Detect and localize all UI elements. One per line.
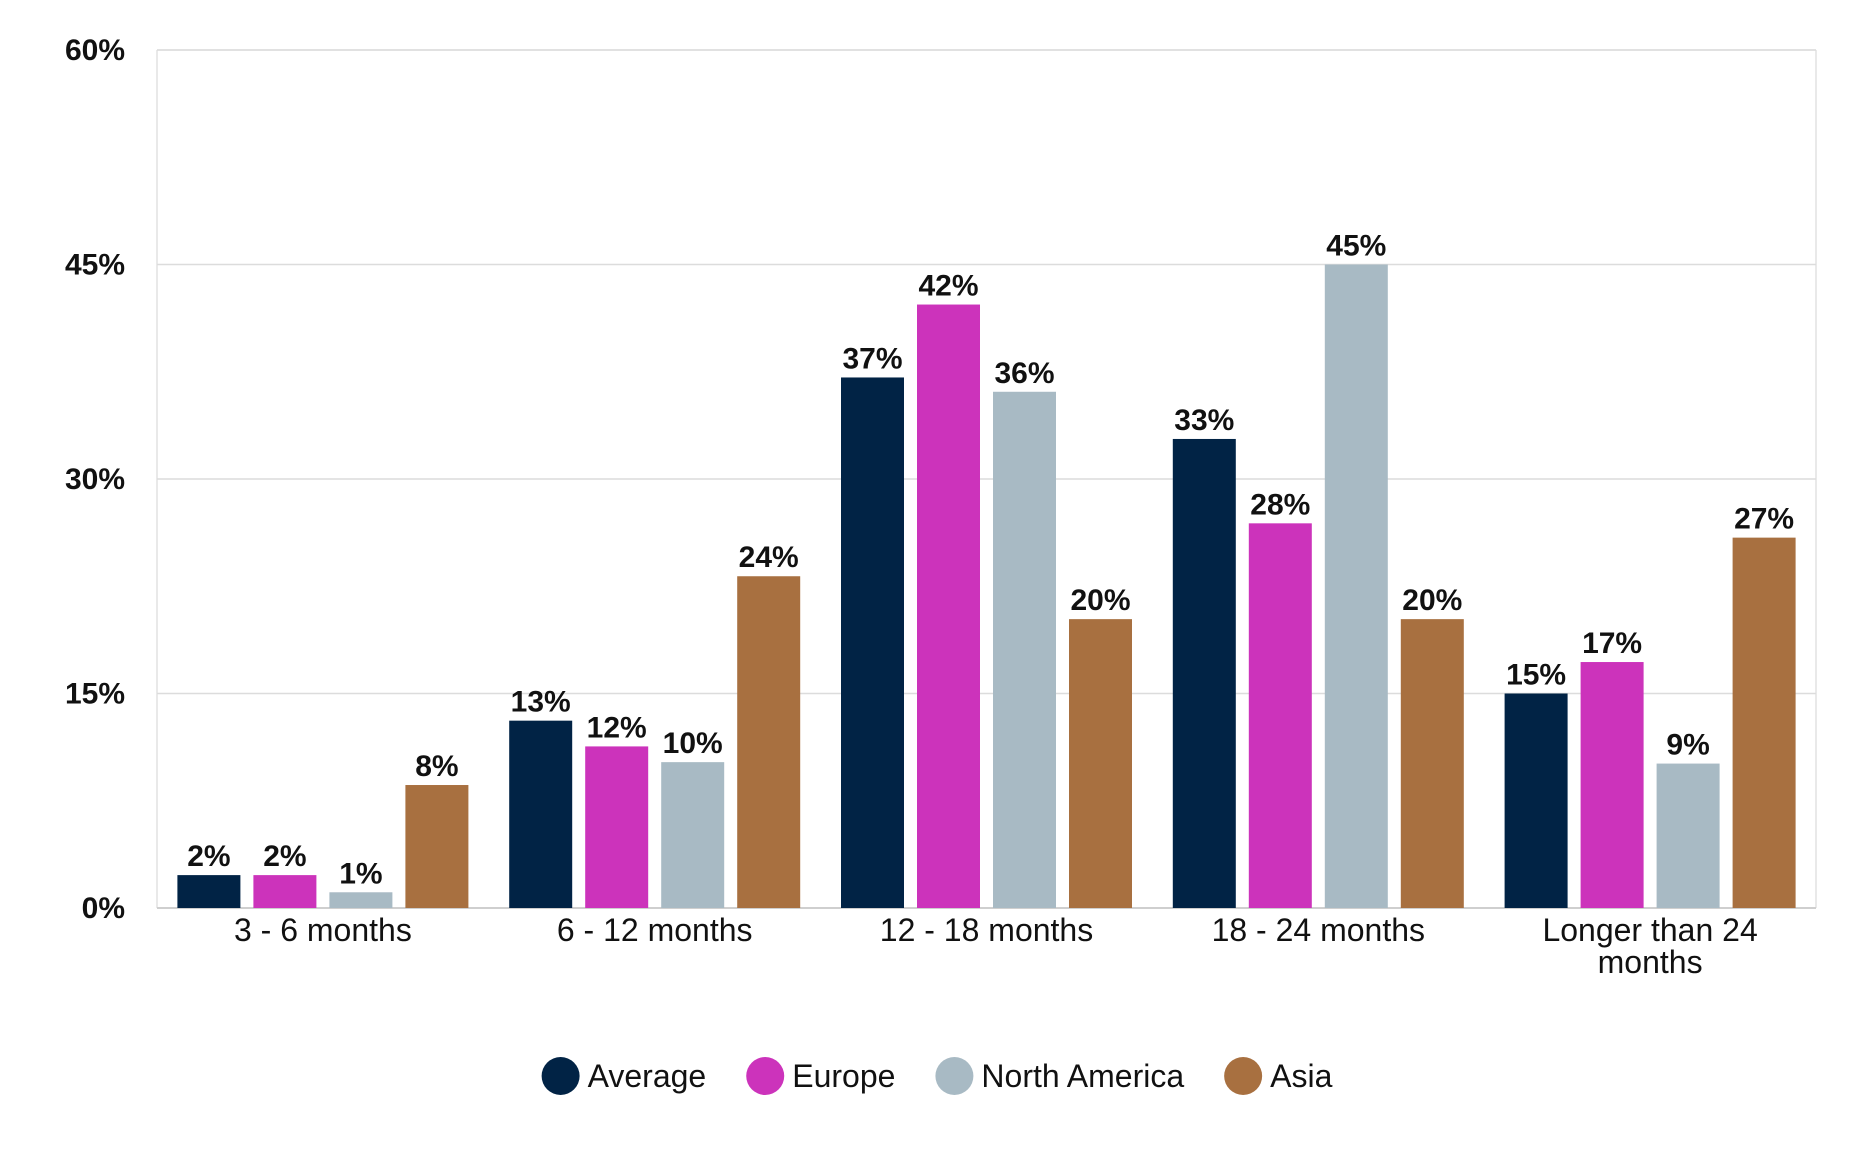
data-label: 36% bbox=[994, 357, 1054, 390]
bar-europe bbox=[1248, 523, 1312, 908]
data-label: 8% bbox=[415, 750, 458, 783]
bar-north-america bbox=[661, 762, 725, 908]
bar-asia bbox=[1069, 619, 1132, 908]
data-label: 33% bbox=[1174, 404, 1234, 437]
data-label: 27% bbox=[1734, 503, 1794, 536]
data-label: 9% bbox=[1666, 729, 1709, 762]
y-tick-label: 60% bbox=[65, 34, 125, 67]
bar-average bbox=[841, 377, 904, 909]
bar-average bbox=[1504, 693, 1568, 908]
legend-swatch-asia bbox=[1224, 1057, 1263, 1095]
data-label: 15% bbox=[1506, 659, 1566, 692]
legend-label-asia: Asia bbox=[1270, 1058, 1332, 1094]
x-tick-label: Longer than 24 months bbox=[1542, 912, 1757, 980]
y-axis: 0% 15% 30% 45% 60% bbox=[65, 34, 125, 925]
bar-north-america bbox=[993, 391, 1056, 908]
data-label: 45% bbox=[1326, 230, 1386, 263]
y-tick-label: 15% bbox=[65, 678, 125, 711]
legend-label-average: Average bbox=[588, 1058, 707, 1094]
legend-swatch-north-america bbox=[935, 1057, 974, 1095]
bar-north-america bbox=[1656, 763, 1720, 908]
bar-average bbox=[1172, 438, 1236, 908]
data-label: 10% bbox=[663, 727, 723, 760]
bar-average bbox=[177, 875, 241, 908]
bar-europe bbox=[917, 304, 980, 908]
bar-europe bbox=[585, 746, 649, 908]
data-label: 20% bbox=[1402, 584, 1462, 617]
legend-label-north-america: North America bbox=[981, 1058, 1184, 1094]
data-label: 2% bbox=[263, 840, 306, 873]
x-tick-label: 3 - 6 months bbox=[234, 912, 412, 948]
bar-asia bbox=[1400, 619, 1464, 908]
bars bbox=[177, 264, 1796, 909]
data-label: 37% bbox=[842, 342, 902, 375]
data-label: 24% bbox=[739, 541, 799, 574]
bar-europe bbox=[253, 875, 317, 908]
legend: Average Europe North America Asia bbox=[541, 1057, 1333, 1095]
data-label: 28% bbox=[1250, 488, 1310, 521]
bar-asia bbox=[737, 576, 801, 908]
data-label: 42% bbox=[918, 270, 978, 303]
data-label: 20% bbox=[1070, 584, 1130, 617]
bar-europe bbox=[1580, 662, 1644, 908]
y-tick-label: 0% bbox=[82, 892, 125, 925]
legend-swatch-europe bbox=[746, 1057, 785, 1095]
y-tick-label: 30% bbox=[65, 463, 125, 496]
data-label: 12% bbox=[587, 711, 647, 744]
legend-swatch-average bbox=[541, 1057, 580, 1095]
x-tick-label: 12 - 18 months bbox=[880, 912, 1093, 948]
gridlines bbox=[156, 49, 1817, 909]
data-labels: 2% 2% 1% 8% 13% 12% 10% 24% 37% 42% 36% 20% 33% 28% 45… bbox=[187, 230, 1794, 891]
x-tick-label: 6 - 12 months bbox=[557, 912, 753, 948]
bar-north-america bbox=[329, 892, 393, 908]
bar-asia bbox=[405, 785, 469, 908]
data-label: 1% bbox=[339, 857, 382, 890]
bar-average bbox=[509, 720, 573, 908]
legend-label-europe: Europe bbox=[792, 1058, 895, 1094]
x-tick-label: 18 - 24 months bbox=[1212, 912, 1425, 948]
data-label: 17% bbox=[1582, 627, 1642, 660]
y-tick-label: 45% bbox=[65, 249, 125, 282]
bar-asia bbox=[1732, 537, 1796, 908]
data-label: 13% bbox=[511, 686, 571, 719]
bar-north-america bbox=[1324, 264, 1388, 908]
data-label: 2% bbox=[187, 840, 230, 873]
x-axis: 3 - 6 months 6 - 12 months 12 - 18 months 1… bbox=[234, 912, 1758, 980]
